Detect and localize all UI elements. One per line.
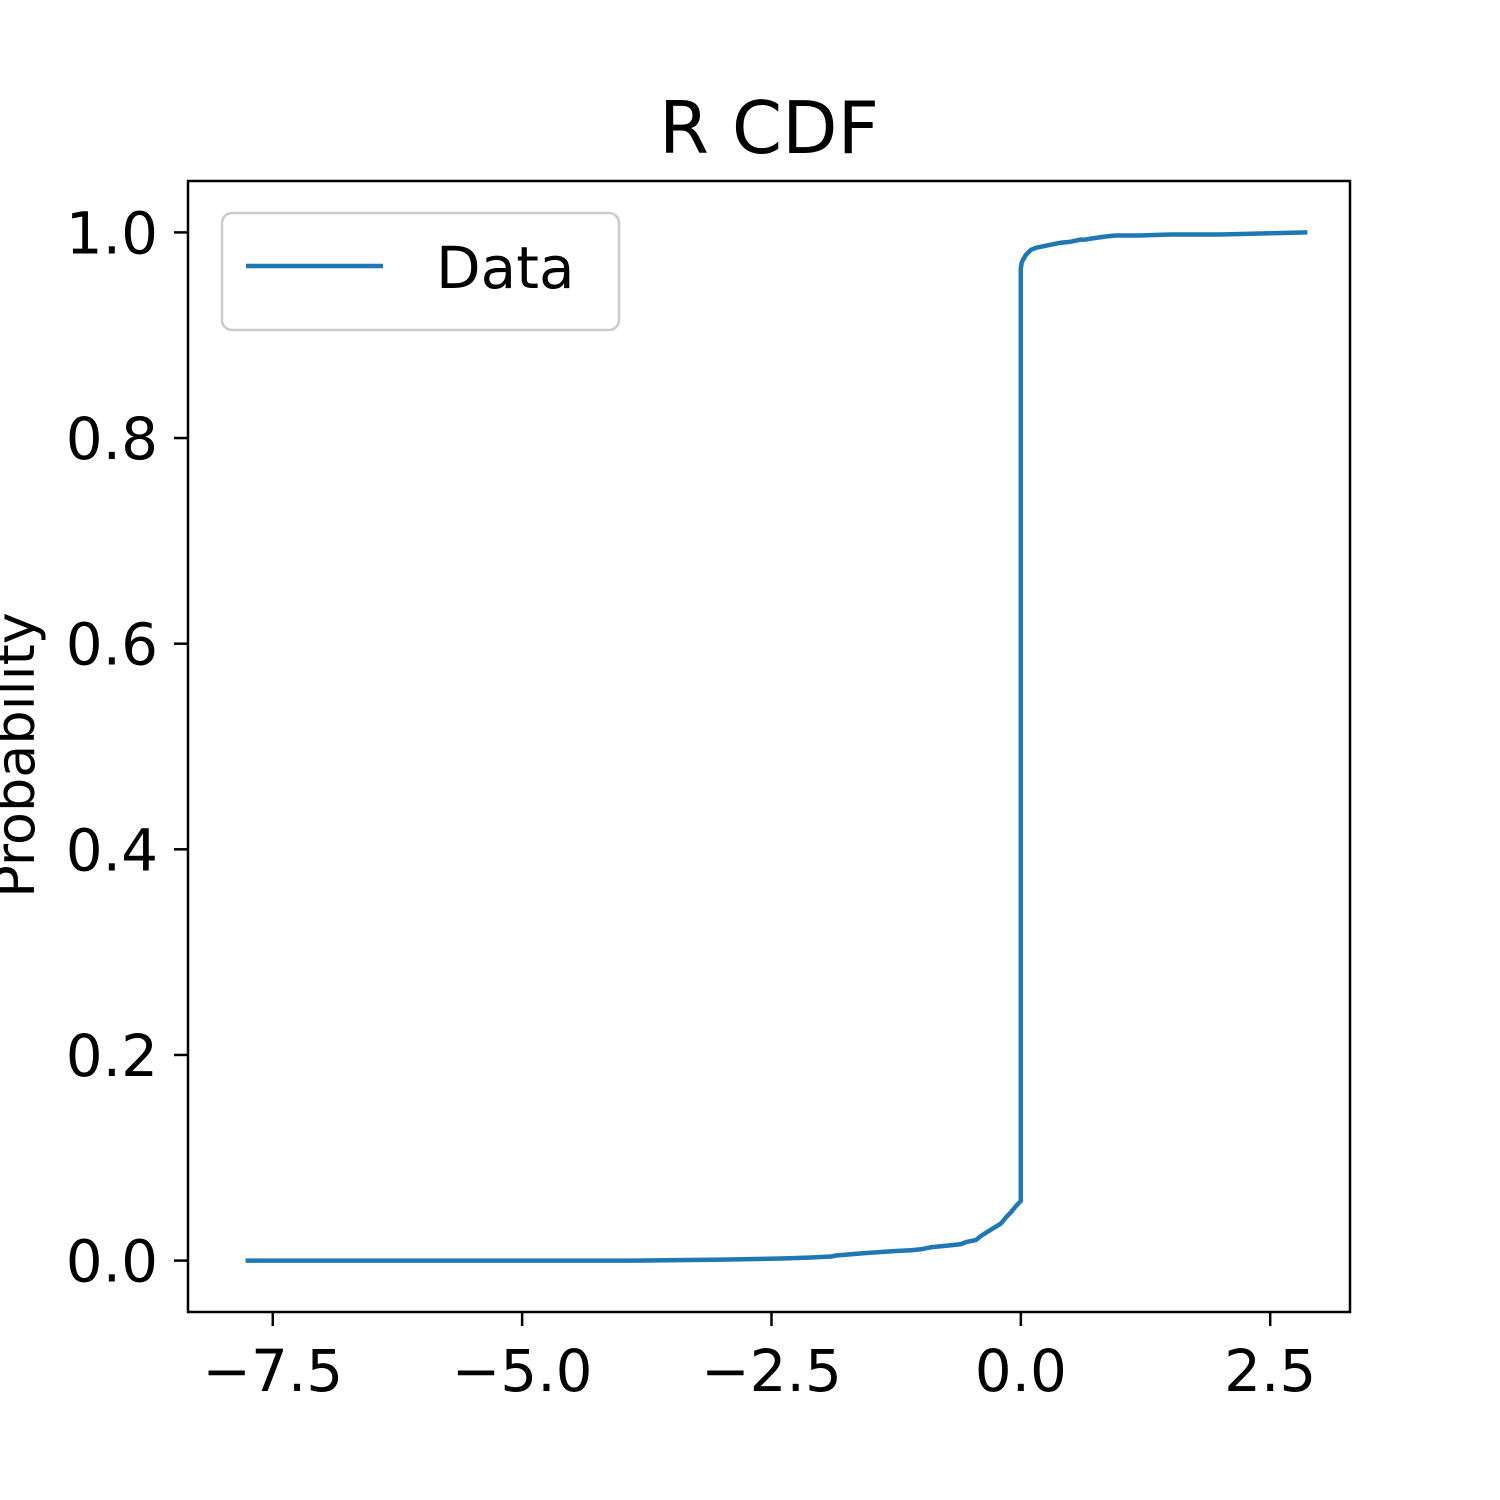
legend[interactable]: Data <box>220 211 621 332</box>
y-tick-label: 0.4 <box>66 816 158 884</box>
chart-title: R CDF <box>659 86 879 170</box>
series-line-data <box>245 230 1308 1263</box>
x-tick-label: −2.5 <box>701 1337 842 1405</box>
series-layer <box>245 230 1308 1263</box>
x-axis-ticks: −7.5 −5.0 −2.5 0.0 2.5 <box>202 1312 1316 1405</box>
legend-entry-label: Data <box>436 234 575 302</box>
y-axis-label: Probability <box>0 612 47 897</box>
y-axis-ticks: 0.0 0.2 0.4 0.6 0.8 1.0 <box>66 199 188 1296</box>
x-tick-label: 0.0 <box>975 1337 1067 1405</box>
x-tick-label: 2.5 <box>1224 1337 1316 1405</box>
legend-box <box>220 211 621 332</box>
y-tick-label: 1.0 <box>66 199 158 267</box>
y-tick-label: 0.0 <box>66 1228 158 1296</box>
y-tick-label: 0.8 <box>66 405 158 473</box>
x-tick-label: −7.5 <box>202 1337 343 1405</box>
y-tick-label: 0.2 <box>66 1022 158 1090</box>
x-tick-label: −5.0 <box>452 1337 593 1405</box>
plot-area-frame <box>186 179 1352 1314</box>
y-tick-label: 0.6 <box>66 611 158 679</box>
